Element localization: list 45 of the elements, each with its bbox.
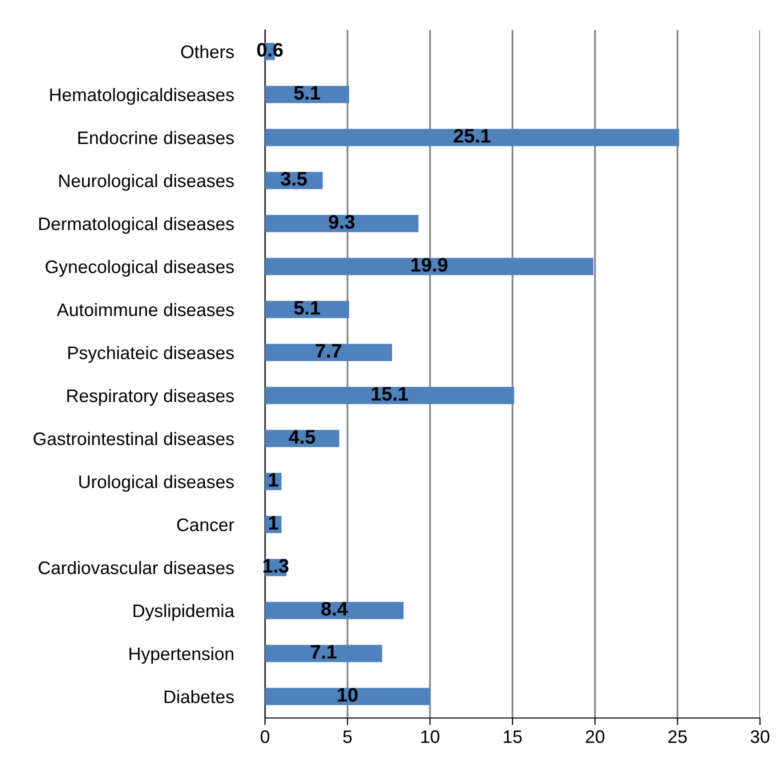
bar (265, 344, 392, 362)
bar (265, 644, 382, 662)
bar (265, 128, 680, 146)
y-tick-label: Dyslipidemia (134, 604, 234, 621)
x-tick-label: 15 (504, 730, 522, 744)
y-tick-label: Others (181, 44, 234, 58)
data-label: 25.1 (454, 128, 490, 143)
y-tick-label: Psychiateic diseases (68, 346, 234, 363)
bar (265, 214, 418, 232)
bar (265, 602, 404, 620)
y-tick-label: Hematologicaldiseases (50, 88, 234, 105)
x-tick-label: 10 (421, 730, 440, 744)
x-tick-label: 25 (668, 730, 687, 744)
y-tick-label: Neurological diseases (59, 174, 234, 191)
x-tick-label: 20 (586, 730, 604, 744)
data-label: 1 (269, 516, 278, 530)
y-tick-label: Endocrine diseases (78, 130, 234, 144)
data-label: 8.4 (321, 602, 348, 616)
data-label: 5.1 (294, 86, 320, 100)
bar (265, 258, 594, 276)
y-tick-label: Gynecological diseases (46, 260, 234, 277)
y-tick-label: Dermatological diseases (39, 216, 234, 234)
data-label: 1 (269, 473, 278, 487)
data-label: 3.5 (280, 172, 307, 186)
x-tick-label: 0 (260, 730, 270, 744)
data-label: 4.5 (288, 430, 316, 444)
bar (265, 688, 430, 706)
data-label: 15.1 (372, 387, 408, 401)
y-tick-label: Respiratory diseases (67, 388, 234, 406)
y-tick-label: Diabetes (164, 690, 234, 704)
data-label: 5.1 (294, 301, 320, 315)
y-tick-label: Hypertension (130, 646, 234, 664)
y-tick-label: Urological diseases (79, 474, 234, 492)
data-label: 10 (338, 688, 358, 702)
data-label: 7.7 (316, 344, 342, 358)
x-tick-label: 5 (343, 730, 352, 744)
bar (265, 386, 514, 404)
y-tick-label: Cardiovascular diseases (38, 560, 234, 574)
y-tick-label: Cancer (177, 518, 234, 532)
data-label: 19.9 (411, 258, 448, 272)
y-tick-label: Gastrointestinal diseases (34, 432, 234, 446)
x-tick-label: 30 (750, 730, 770, 744)
data-label: 7.1 (310, 645, 337, 659)
y-tick-label: Autoimmune diseases (56, 302, 234, 316)
data-label: 9.3 (328, 214, 355, 229)
